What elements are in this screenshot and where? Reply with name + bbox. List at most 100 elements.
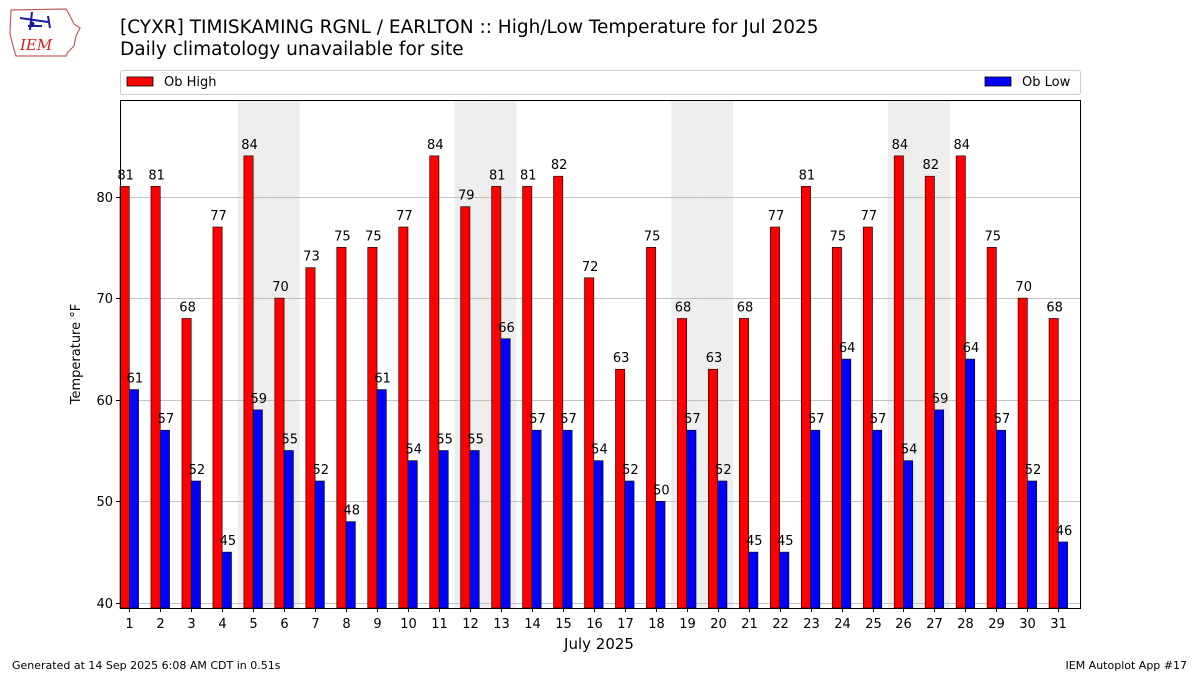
bar-low-day-11 — [438, 450, 449, 609]
value-label-high-day-6: 70 — [272, 280, 289, 295]
value-label-high-day-22: 77 — [768, 209, 785, 224]
value-label-low-day-30: 52 — [1025, 463, 1042, 478]
value-label-low-day-13: 66 — [498, 321, 515, 336]
bar-high-day-1 — [119, 186, 130, 609]
value-label-high-day-23: 81 — [799, 168, 816, 183]
bar-low-day-30 — [1027, 480, 1037, 609]
x-tick-label-27: 27 — [926, 617, 943, 632]
weather-station-icon — [19, 11, 51, 31]
plot-frame — [120, 100, 1081, 609]
y-tick-label-80: 80 — [96, 191, 113, 206]
legend-swatch-high — [126, 76, 154, 87]
bar-high-day-10 — [398, 226, 409, 609]
x-tick-label-10: 10 — [400, 617, 417, 632]
bar-high-day-8 — [336, 247, 347, 609]
value-label-low-day-28: 64 — [963, 341, 980, 356]
value-label-low-day-21: 45 — [746, 534, 763, 549]
x-tick-label-7: 7 — [311, 617, 319, 632]
value-label-low-day-20: 52 — [715, 463, 732, 478]
bar-high-day-29 — [986, 247, 997, 609]
x-tick-label-20: 20 — [710, 617, 727, 632]
bar-low-day-18 — [655, 501, 666, 609]
x-tick-label-29: 29 — [988, 617, 1005, 632]
bar-low-day-8 — [345, 521, 356, 609]
bar-low-day-31 — [1058, 541, 1068, 609]
value-label-high-day-10: 77 — [396, 209, 413, 224]
value-label-high-day-31: 68 — [1046, 300, 1063, 315]
value-label-high-day-13: 81 — [489, 168, 506, 183]
x-tick-label-23: 23 — [803, 617, 820, 632]
x-tick-label-14: 14 — [524, 617, 541, 632]
value-label-low-day-16: 54 — [591, 443, 608, 458]
x-tick-label-8: 8 — [342, 617, 350, 632]
x-tick-label-26: 26 — [895, 617, 912, 632]
legend-label-high: Ob High — [164, 75, 217, 90]
bar-low-day-22 — [779, 551, 790, 609]
value-label-low-day-7: 52 — [312, 463, 329, 478]
value-label-low-day-15: 57 — [560, 412, 577, 427]
value-label-low-day-8: 48 — [343, 504, 360, 519]
value-label-layer: 81 81 68 77 84 70 73 75 75 77 84 79 81 81 82 72 63 75 68 63… — [117, 138, 1072, 549]
value-label-high-day-20: 63 — [706, 351, 723, 366]
x-tick-label-30: 30 — [1019, 617, 1036, 632]
value-label-high-day-26: 84 — [892, 138, 909, 153]
x-tick-label-22: 22 — [772, 617, 789, 632]
value-label-low-day-22: 45 — [777, 534, 794, 549]
bar-low-day-5 — [252, 409, 263, 609]
legend: Ob High Ob Low — [120, 70, 1081, 95]
bar-low-day-9 — [376, 389, 387, 609]
x-tick-label-9: 9 — [373, 617, 381, 632]
x-tick-label-31: 31 — [1050, 617, 1067, 632]
value-label-low-day-27: 59 — [932, 392, 949, 407]
value-label-high-day-9: 75 — [365, 229, 382, 244]
value-label-high-day-16: 72 — [582, 260, 599, 275]
bar-high-day-6 — [274, 297, 285, 609]
x-axis-label: July 2025 — [563, 635, 634, 653]
value-label-high-day-2: 81 — [148, 168, 165, 183]
x-tick-label-12: 12 — [462, 617, 479, 632]
value-label-high-day-27: 82 — [923, 158, 940, 173]
value-label-high-day-29: 75 — [984, 229, 1001, 244]
bar-low-day-13 — [500, 338, 511, 609]
value-label-low-day-6: 55 — [282, 433, 299, 448]
y-tick-label-40: 40 — [96, 597, 113, 612]
value-label-low-day-4: 45 — [220, 534, 237, 549]
y-tick-label-70: 70 — [96, 292, 113, 307]
x-tick-label-11: 11 — [431, 617, 448, 632]
value-label-low-day-23: 57 — [808, 412, 825, 427]
bar-low-day-1 — [128, 389, 139, 609]
value-label-high-day-24: 75 — [830, 229, 847, 244]
bar-high-day-14 — [522, 186, 533, 609]
x-tick-label-4: 4 — [218, 617, 226, 632]
x-tick-label-3: 3 — [187, 617, 195, 632]
bar-low-day-21 — [748, 551, 759, 609]
bar-high-day-26 — [893, 155, 904, 609]
bar-high-day-18 — [646, 247, 657, 609]
value-label-low-day-29: 57 — [994, 412, 1011, 427]
value-label-low-day-24: 64 — [839, 341, 856, 356]
value-label-high-day-19: 68 — [675, 300, 692, 315]
bar-low-day-25 — [872, 429, 883, 609]
chart-title: [CYXR] TIMISKAMING RGNL / EARLTON :: Hig… — [120, 17, 819, 38]
x-tick-label-21: 21 — [741, 617, 758, 632]
bar-high-day-22 — [770, 226, 780, 609]
value-label-high-day-8: 75 — [334, 229, 351, 244]
value-label-low-day-3: 52 — [189, 463, 206, 478]
value-label-high-day-17: 63 — [613, 351, 630, 366]
value-label-high-day-7: 73 — [303, 250, 320, 265]
value-label-low-day-18: 50 — [653, 483, 670, 498]
bar-high-day-19 — [677, 318, 688, 609]
bar-low-day-20 — [717, 480, 728, 609]
bar-high-day-31 — [1048, 318, 1059, 609]
generated-timestamp: Generated at 14 Sep 2025 6:08 AM CDT in … — [12, 659, 281, 672]
bar-high-day-28 — [955, 155, 966, 609]
value-label-high-day-21: 68 — [737, 300, 754, 315]
value-label-high-day-5: 84 — [241, 138, 258, 153]
bar-high-day-11 — [429, 155, 440, 609]
value-label-low-day-9: 61 — [374, 372, 391, 387]
bar-high-day-4 — [212, 226, 223, 609]
x-tick-label-13: 13 — [493, 617, 510, 632]
value-label-low-day-1: 61 — [127, 372, 144, 387]
bar-low-day-26 — [903, 460, 914, 609]
